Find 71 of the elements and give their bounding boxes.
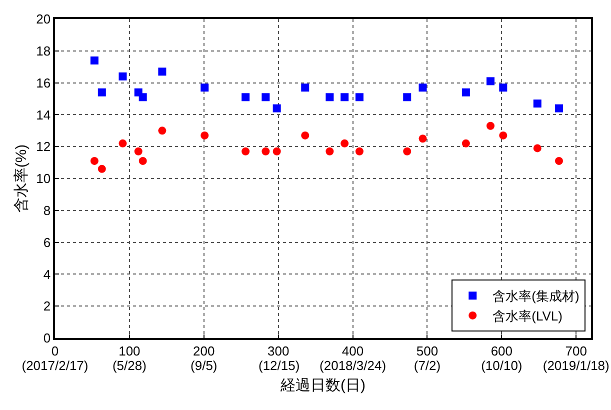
point — [138, 93, 147, 102]
x-tick-label: 100 — [118, 343, 140, 358]
x-tick-label: 400 — [342, 343, 364, 358]
x2-tick-label: (2019/1/18) — [542, 358, 610, 373]
x2-tick-label: (2017/2/17) — [22, 358, 88, 373]
x-tick-label: 200 — [193, 343, 215, 358]
point — [200, 131, 209, 140]
point — [200, 84, 209, 92]
point — [158, 126, 166, 135]
point — [90, 156, 98, 165]
y-tick-label: 18 — [36, 43, 51, 58]
point — [486, 77, 494, 86]
point — [326, 93, 334, 102]
point — [418, 134, 427, 143]
y-axis-title: 含水率(%) — [12, 144, 30, 213]
x2-tick-label: (7/2) — [414, 358, 441, 373]
y-tick-label: 2 — [43, 298, 51, 314]
x-tick-label: 300 — [267, 343, 290, 358]
point — [499, 84, 508, 92]
point — [98, 88, 106, 96]
point — [340, 139, 349, 148]
x-axis-title: 経過日数(日) — [280, 376, 366, 394]
point — [272, 104, 281, 112]
y-tick-label: 4 — [43, 266, 51, 282]
point — [242, 93, 250, 102]
point — [118, 72, 127, 80]
point — [462, 88, 470, 96]
y-tick-label: 0 — [43, 330, 51, 346]
legend-label: 含水率(LVL) — [492, 308, 562, 324]
point — [533, 144, 542, 152]
point — [98, 164, 106, 173]
point — [533, 100, 542, 108]
y-tick-label: 20 — [36, 12, 51, 27]
point — [301, 84, 310, 92]
x2-tick-label: (2018/3/24) — [320, 358, 386, 373]
x2-tick-label: (12/15) — [258, 358, 300, 373]
point — [262, 93, 270, 102]
point — [499, 131, 508, 140]
x2-tick-label: (5/28) — [112, 358, 146, 373]
point — [554, 156, 563, 165]
point — [90, 56, 98, 64]
point — [355, 147, 364, 156]
y-tick-label: 16 — [36, 75, 51, 90]
y-tick-label: 10 — [36, 171, 51, 186]
point — [262, 147, 270, 156]
x2-tick-label: (9/5) — [190, 358, 218, 373]
point — [158, 68, 166, 76]
point — [301, 131, 310, 140]
y-tick-label: 8 — [43, 202, 51, 218]
point — [138, 156, 147, 165]
point — [340, 93, 349, 102]
point — [242, 147, 250, 156]
point — [462, 139, 470, 148]
point — [418, 84, 427, 92]
point — [134, 147, 142, 156]
x2-tick-label: (10/10) — [481, 358, 522, 373]
point — [554, 104, 563, 112]
point — [118, 139, 127, 148]
point — [326, 147, 334, 156]
point — [355, 93, 364, 102]
legend-label: 含水率(集成材) — [492, 288, 580, 304]
y-tick-label: 6 — [43, 234, 51, 250]
y-tick-label: 14 — [36, 107, 51, 122]
point — [486, 122, 494, 130]
x-tick-label: 600 — [490, 343, 513, 358]
point — [272, 147, 281, 156]
x-tick-label: 500 — [416, 343, 438, 358]
point — [403, 93, 412, 102]
y-tick-label: 12 — [36, 139, 51, 154]
x-tick-label: 700 — [565, 343, 587, 358]
point — [403, 147, 412, 156]
